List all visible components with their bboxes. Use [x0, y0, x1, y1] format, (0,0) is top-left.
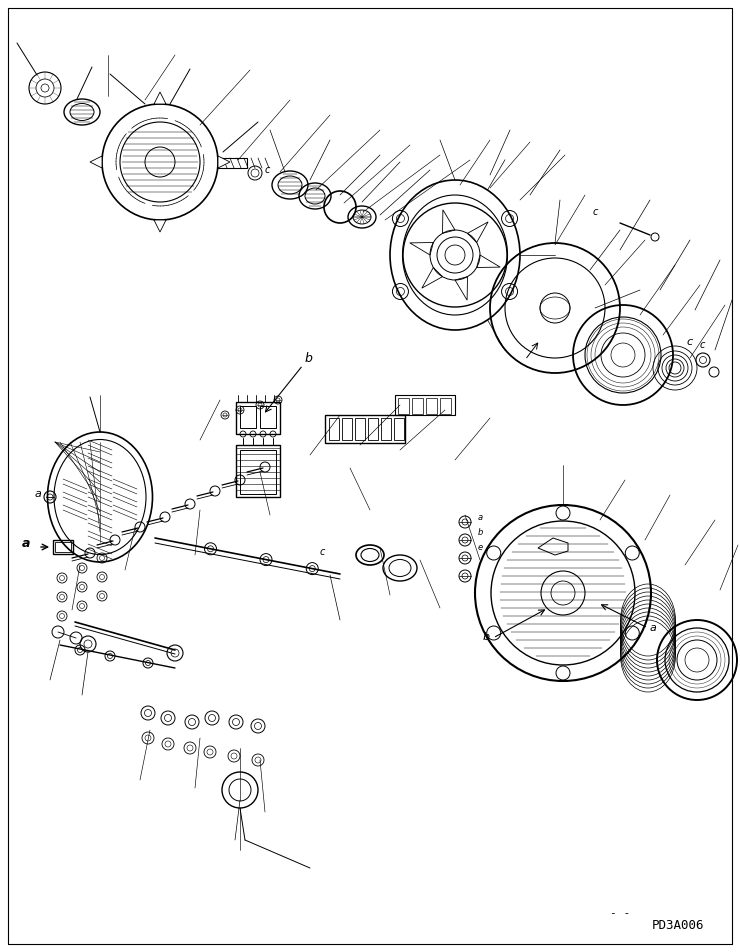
Text: e: e — [478, 543, 483, 552]
Bar — [394, 418, 404, 440]
Bar — [398, 398, 409, 414]
Bar — [342, 418, 352, 440]
Text: c: c — [700, 340, 705, 350]
Text: c: c — [320, 547, 326, 557]
Text: a: a — [22, 537, 30, 550]
Bar — [53, 540, 73, 554]
Text: c: c — [593, 207, 599, 217]
Bar — [240, 450, 276, 494]
Text: b: b — [305, 352, 313, 365]
Text: c: c — [265, 165, 270, 175]
Text: b: b — [483, 632, 490, 642]
Bar — [412, 398, 423, 414]
Text: a: a — [478, 513, 483, 522]
Text: a: a — [650, 623, 657, 633]
Bar — [218, 158, 247, 168]
Bar — [368, 418, 378, 440]
Bar — [381, 418, 391, 440]
Text: a: a — [35, 489, 42, 499]
Text: b: b — [478, 528, 483, 537]
Polygon shape — [90, 156, 102, 168]
Bar — [260, 406, 276, 428]
Bar — [240, 406, 256, 428]
Bar — [236, 402, 280, 434]
Bar — [55, 542, 71, 552]
Bar — [355, 418, 365, 440]
Text: c: c — [686, 337, 692, 347]
Polygon shape — [154, 220, 166, 232]
Polygon shape — [218, 156, 230, 168]
Text: - -: - - — [610, 908, 630, 918]
Polygon shape — [154, 92, 166, 104]
Bar — [440, 398, 451, 414]
Bar — [395, 395, 455, 415]
Bar — [236, 445, 280, 497]
Bar — [329, 418, 339, 440]
Text: PD3A006: PD3A006 — [652, 919, 704, 932]
Bar — [325, 415, 405, 443]
Bar — [426, 398, 437, 414]
